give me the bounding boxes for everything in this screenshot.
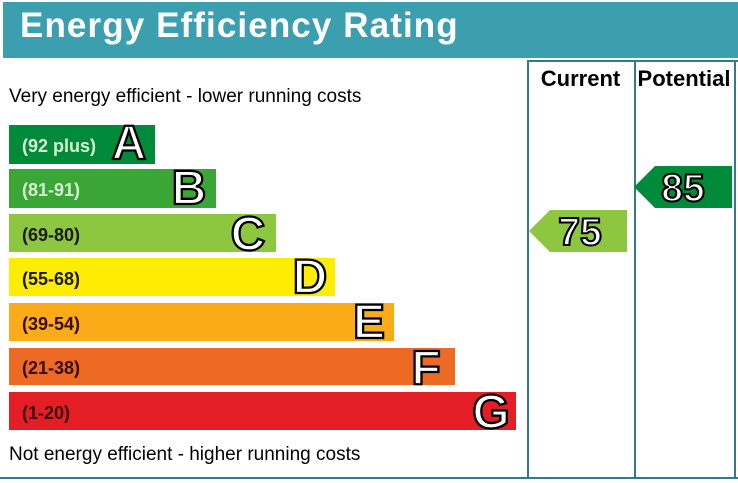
svg-text:G: G [472, 386, 509, 438]
svg-text:C: C [231, 208, 266, 260]
svg-text:F: F [411, 342, 440, 394]
svg-text:85: 85 [661, 167, 704, 208]
svg-text:75: 75 [558, 211, 601, 252]
svg-text:E: E [353, 296, 385, 348]
svg-text:B: B [172, 162, 207, 214]
svg-text:D: D [293, 251, 328, 303]
svg-text:A: A [112, 117, 147, 169]
